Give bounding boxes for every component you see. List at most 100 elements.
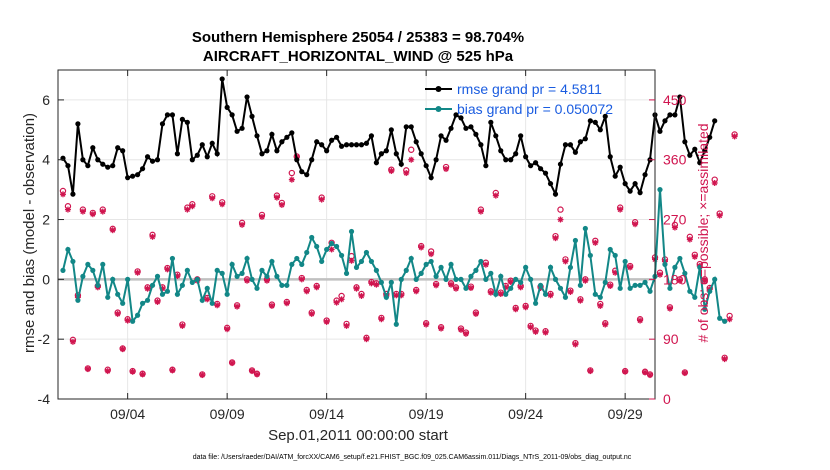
obs-assimilated-marker — [637, 317, 644, 324]
rmse-point — [319, 142, 325, 148]
rmse-point — [149, 158, 156, 164]
obs-assimilated-marker — [139, 371, 146, 378]
series-lines — [60, 76, 728, 327]
bias-point — [144, 297, 151, 303]
rmse-point — [184, 119, 190, 125]
rmse-point — [269, 131, 275, 137]
obs-assimilated-marker — [189, 203, 196, 210]
bias-point — [329, 240, 335, 247]
rmse-point — [264, 148, 270, 154]
bias-point — [353, 264, 360, 270]
rmse-point — [139, 166, 146, 172]
bias-point — [717, 315, 723, 321]
rmse-point — [159, 121, 166, 127]
obs-assimilated-marker — [582, 277, 589, 284]
bias-point — [324, 246, 330, 253]
y-tick-label: 2 — [42, 212, 50, 228]
rmse-point — [667, 112, 673, 118]
obs-assimilated-marker — [378, 316, 385, 323]
bias-point — [567, 264, 574, 270]
obs-assimilated-marker — [567, 288, 574, 295]
obs-assimilated-marker — [308, 310, 315, 317]
obs-assimilated-marker — [557, 216, 564, 223]
bias-point — [334, 243, 340, 250]
rmse-point — [448, 125, 454, 131]
y2-tick-label: 90 — [663, 331, 679, 347]
bias-point — [65, 246, 71, 253]
bias-point — [135, 312, 141, 318]
plot-frame — [57, 69, 656, 400]
obs-assimilated-marker — [373, 281, 380, 288]
obs-assimilated-marker — [547, 292, 554, 299]
obs-assimilated-marker — [467, 285, 474, 292]
bias-point — [602, 279, 608, 285]
rmse-point — [294, 157, 300, 163]
x-tick-label: 09/19 — [409, 406, 444, 422]
rmse-point — [194, 152, 200, 158]
obs-assimilated-marker — [249, 368, 256, 375]
rmse-point — [154, 157, 161, 163]
bias-point — [174, 291, 180, 297]
bias-point — [80, 273, 86, 279]
rmse-point — [458, 115, 464, 121]
obs-assimilated-marker — [388, 168, 395, 175]
rmse-point — [120, 148, 126, 154]
rmse-point — [324, 148, 330, 154]
obs-assimilated-marker — [492, 192, 499, 199]
obs-assimilated-marker — [214, 302, 221, 309]
rmse-point — [105, 164, 111, 170]
legend-bias: bias grand pr = 0.050072 — [457, 101, 613, 117]
rmse-point — [398, 161, 404, 167]
rmse-point — [85, 163, 91, 169]
obs-assimilated-marker — [219, 201, 226, 208]
obs-assimilated-marker — [691, 253, 698, 260]
bias-point — [572, 237, 579, 244]
rmse-point — [702, 148, 708, 154]
plot-area — [58, 70, 655, 399]
obs-assimilated-marker — [258, 213, 265, 220]
rmse-point — [567, 142, 574, 148]
obs-assimilated-marker — [239, 221, 246, 228]
bias-point — [284, 282, 290, 288]
bias-point — [587, 252, 593, 259]
rmse-point — [110, 163, 116, 169]
obs-assimilated-marker — [69, 338, 76, 345]
bias-point — [523, 264, 529, 270]
rmse-point — [130, 173, 136, 179]
bias-point — [712, 276, 718, 282]
x-tick-label: 09/24 — [508, 406, 543, 422]
obs-assimilated-marker — [149, 233, 156, 240]
rmse-point — [433, 157, 439, 163]
bias-point — [95, 282, 101, 288]
bias-point — [443, 276, 449, 282]
bias-point — [518, 279, 524, 285]
bias-point — [130, 318, 136, 324]
obs-assimilated-marker — [229, 360, 236, 367]
obs-assimilated-marker — [273, 194, 280, 201]
obs-assimilated-marker — [244, 277, 251, 284]
bias-point — [498, 273, 504, 279]
rmse-point — [493, 133, 499, 139]
rmse-point — [239, 125, 245, 131]
rmse-point — [214, 151, 220, 157]
rmse-point — [179, 116, 185, 122]
bias-point — [413, 276, 419, 282]
bias-point — [533, 300, 539, 306]
rmse-point — [80, 157, 86, 163]
bias-point — [622, 258, 628, 265]
bias-point — [229, 261, 235, 268]
rmse-point — [75, 121, 81, 127]
obs-assimilated-marker — [448, 281, 455, 288]
rmse-point — [622, 181, 628, 187]
rmse-point — [125, 175, 131, 181]
bias-point — [577, 282, 583, 288]
obs-possible-marker — [288, 169, 296, 177]
rmse-point — [518, 133, 524, 139]
rmse-point — [473, 131, 479, 137]
bias-point — [433, 273, 439, 279]
obs-assimilated-marker — [433, 282, 440, 289]
rmse-point — [219, 76, 225, 82]
obs-assimilated-marker — [353, 285, 360, 292]
obs-assimilated-marker — [268, 302, 275, 309]
chart-title: Southern Hemisphere 25054 / 25383 = 98.7… — [192, 29, 524, 46]
